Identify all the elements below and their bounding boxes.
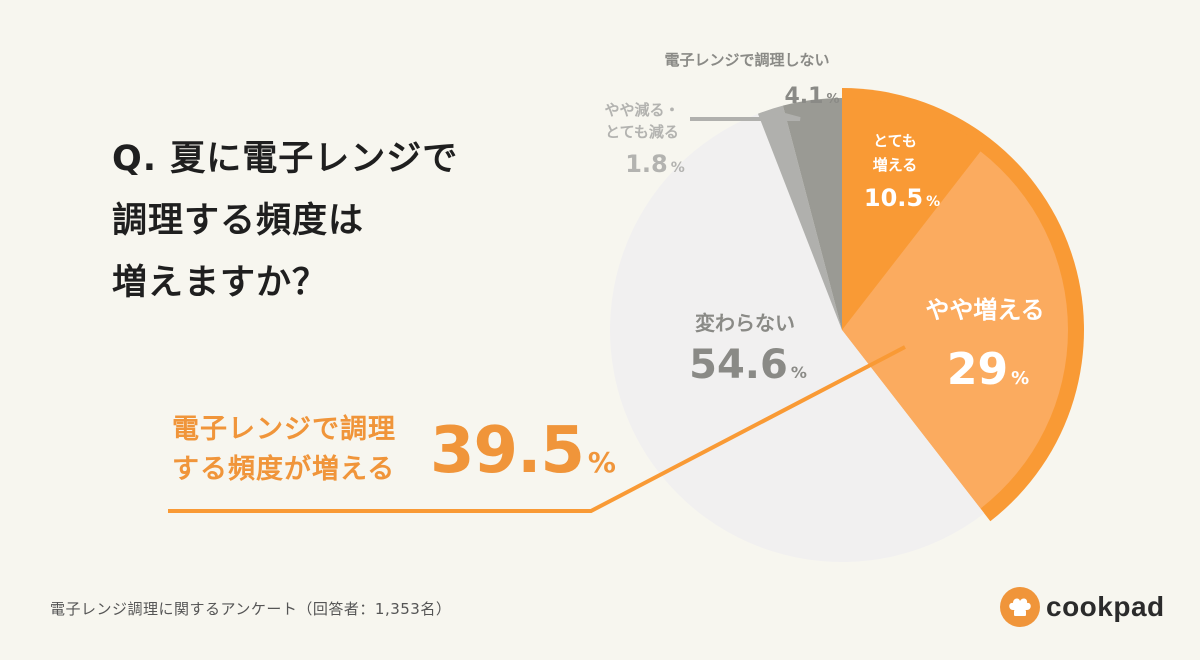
pie-slice-3 — [757, 105, 842, 330]
slice-label-4: 電子レンジで調理しない — [664, 51, 829, 69]
pie-slice-2 — [610, 113, 985, 562]
chef-hat-icon — [1000, 587, 1040, 627]
pie-slice-1 — [842, 151, 1068, 509]
highlight-value: 39.5% — [430, 414, 616, 488]
question-line-2: 調理する頻度は — [112, 201, 365, 241]
slice-label-0-line-0: とても — [873, 132, 917, 150]
slice-value-4: 4.1% — [784, 84, 839, 109]
slice-value-3: 1.8% — [625, 150, 685, 178]
slice-label-3-line-1: とても減る — [605, 123, 679, 141]
question-line-1: Q. 夏に電子レンジで — [112, 139, 459, 179]
question-line-3: 増えますか？ — [112, 263, 329, 303]
brand-name: cookpad — [1046, 591, 1165, 622]
highlight-label: 電子レンジで調理 する頻度が増える — [172, 410, 396, 490]
highlight-value-number: 39.5 — [430, 414, 585, 488]
pie-slices — [610, 88, 1084, 562]
survey-footnote: 電子レンジ調理に関するアンケート（回答者：1,353名） — [50, 600, 452, 618]
highlight-value-unit: % — [587, 446, 616, 479]
slice-label-0-line-1: 増える — [873, 156, 918, 174]
cookpad-logo: cookpad — [1000, 587, 1165, 627]
slice-label-2: 変わらない — [695, 311, 795, 335]
slice-label-1: やや増える — [925, 296, 1044, 324]
highlight-leader-line — [168, 345, 906, 513]
question-title: Q. 夏に電子レンジで 調理する頻度は 増えますか？ — [112, 128, 458, 314]
leader-line-3 — [690, 109, 801, 121]
pie-slice-0 — [842, 98, 985, 330]
slice-value-1: 29% — [947, 344, 1029, 395]
highlight-label-line-1: 電子レンジで調理 — [172, 414, 396, 445]
pie-slice-4 — [782, 98, 842, 330]
slice-value-0: 10.5% — [864, 184, 940, 212]
slice-label-3-line-0: やや減る・ — [604, 101, 679, 119]
slice-value-2: 54.6% — [689, 342, 807, 388]
highlight-label-line-2: する頻度が増える — [172, 454, 396, 485]
